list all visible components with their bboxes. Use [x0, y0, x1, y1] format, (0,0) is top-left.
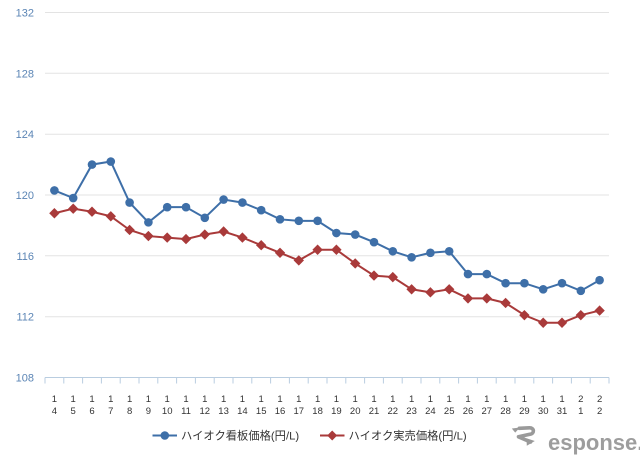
svg-text:30: 30: [538, 406, 549, 417]
svg-text:1: 1: [315, 394, 320, 405]
svg-text:1: 1: [240, 394, 245, 405]
svg-text:1: 1: [353, 394, 358, 405]
svg-text:23: 23: [406, 406, 417, 417]
svg-text:112: 112: [16, 312, 34, 324]
svg-text:1: 1: [89, 394, 94, 405]
svg-text:1: 1: [71, 394, 76, 405]
svg-text:18: 18: [312, 406, 323, 417]
svg-text:8: 8: [127, 406, 132, 417]
svg-text:25: 25: [444, 406, 455, 417]
svg-text:22: 22: [388, 406, 399, 417]
svg-text:26: 26: [463, 406, 474, 417]
svg-text:4: 4: [52, 406, 57, 417]
svg-text:7: 7: [108, 406, 113, 417]
svg-text:1: 1: [146, 394, 151, 405]
svg-text:11: 11: [181, 406, 191, 417]
svg-text:132: 132: [16, 8, 34, 20]
svg-text:108: 108: [16, 373, 34, 385]
svg-text:12: 12: [200, 406, 211, 417]
svg-text:1: 1: [334, 394, 339, 405]
svg-text:9: 9: [146, 406, 151, 417]
svg-text:1: 1: [108, 394, 113, 405]
svg-text:1: 1: [484, 394, 489, 405]
svg-text:1: 1: [371, 394, 376, 405]
svg-text:27: 27: [482, 406, 493, 417]
svg-text:19: 19: [331, 406, 342, 417]
svg-text:1: 1: [183, 394, 188, 405]
svg-text:16: 16: [275, 406, 286, 417]
svg-text:21: 21: [369, 406, 380, 417]
svg-text:1: 1: [165, 394, 170, 405]
svg-text:1: 1: [259, 394, 264, 405]
svg-text:31: 31: [557, 406, 568, 417]
svg-text:1: 1: [447, 394, 452, 405]
svg-text:1: 1: [503, 394, 508, 405]
svg-text:116: 116: [16, 251, 34, 263]
svg-text:1: 1: [465, 394, 470, 405]
svg-text:120: 120: [16, 190, 34, 202]
svg-text:1: 1: [52, 394, 57, 405]
svg-text:29: 29: [519, 406, 530, 417]
svg-text:10: 10: [162, 406, 173, 417]
svg-text:2: 2: [597, 394, 602, 405]
svg-text:28: 28: [500, 406, 511, 417]
svg-text:5: 5: [71, 406, 76, 417]
svg-text:1: 1: [277, 394, 282, 405]
svg-text:13: 13: [218, 406, 229, 417]
svg-text:17: 17: [294, 406, 305, 417]
svg-text:ハイオク看板価格(円/L): ハイオク看板価格(円/L): [181, 429, 299, 443]
svg-text:124: 124: [16, 129, 34, 141]
svg-text:14: 14: [237, 406, 248, 417]
svg-text:1: 1: [296, 394, 301, 405]
svg-text:ハイオク実売価格(円/L): ハイオク実売価格(円/L): [349, 429, 467, 443]
svg-text:1: 1: [578, 406, 583, 417]
svg-text:1: 1: [390, 394, 395, 405]
svg-text:24: 24: [425, 406, 436, 417]
svg-text:1: 1: [428, 394, 433, 405]
svg-text:1: 1: [127, 394, 132, 405]
svg-text:1: 1: [522, 394, 527, 405]
svg-text:1: 1: [202, 394, 207, 405]
svg-text:2: 2: [578, 394, 583, 405]
svg-text:1: 1: [221, 394, 226, 405]
svg-text:1: 1: [559, 394, 564, 405]
svg-text:15: 15: [256, 406, 267, 417]
svg-text:20: 20: [350, 406, 361, 417]
svg-text:6: 6: [89, 406, 94, 417]
svg-text:2: 2: [597, 406, 602, 417]
svg-text:128: 128: [16, 68, 34, 80]
svg-text:1: 1: [409, 394, 414, 405]
svg-text:1: 1: [541, 394, 546, 405]
